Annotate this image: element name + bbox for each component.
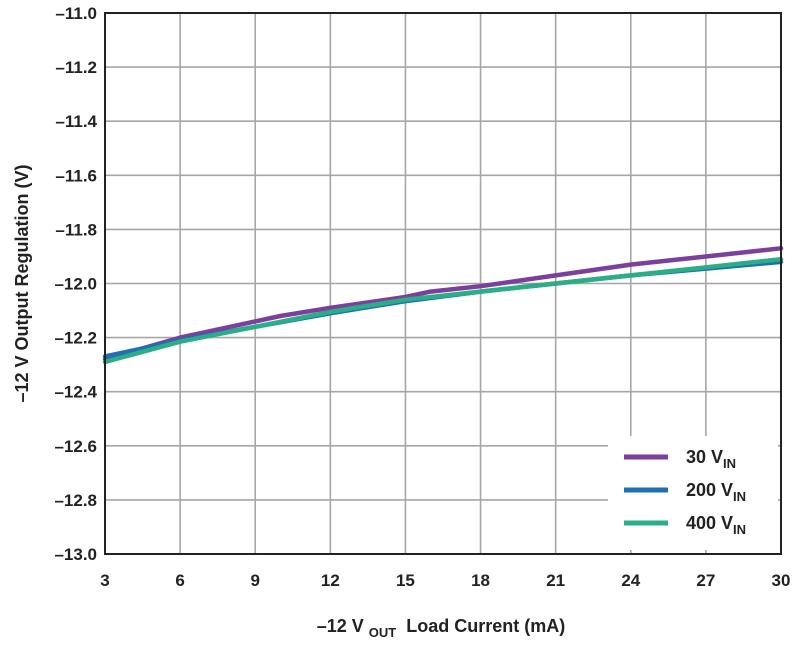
x-tick-label: 27 <box>696 571 715 590</box>
y-tick-label: –11.6 <box>55 166 97 185</box>
y-tick-label: –11.2 <box>55 58 97 77</box>
legend-label: 200 VIN <box>686 480 746 504</box>
x-tick-label: 15 <box>396 571 415 590</box>
y-tick-label: –12.6 <box>54 437 97 456</box>
x-tick-label: 9 <box>250 571 259 590</box>
y-tick-label: –11.8 <box>55 220 97 239</box>
x-axis-title-suffix: Load Current (mA) <box>401 616 565 636</box>
y-tick-label: –11.0 <box>55 4 97 23</box>
x-axis-title-subscript: OUT <box>369 625 397 640</box>
y-axis-title: –12 V Output Regulation (V) <box>12 164 32 402</box>
x-axis-title: –12 V OUT Load Current (mA) <box>317 616 566 641</box>
legend-label: 400 VIN <box>686 513 746 537</box>
legend-label-subscript: IN <box>723 456 736 471</box>
series-line-1 <box>102 246 784 362</box>
tick-labels: 3 6 9 12 15 18 21 24 27 30 –11.0 –11.2 –11.4 –11.6 –11… <box>54 4 790 590</box>
y-tick-label: –11.4 <box>55 112 97 131</box>
x-axis-title-prefix: –12 V <box>317 616 364 636</box>
x-tick-label: 3 <box>100 571 109 590</box>
legend-label-subscript: IN <box>733 522 746 537</box>
plot-frame <box>104 12 782 555</box>
x-tick-label: 30 <box>772 571 791 590</box>
legend-label: 30 VIN <box>686 447 736 471</box>
y-tick-label: –12.0 <box>54 275 97 294</box>
legend-label-main: 400 V <box>686 513 733 533</box>
x-tick-label: 21 <box>546 571 565 590</box>
legend-label-main: 30 V <box>686 447 723 467</box>
y-tick-label: –13.0 <box>54 545 97 564</box>
x-tick-label: 6 <box>175 571 184 590</box>
series-line-2 <box>102 259 784 359</box>
x-tick-label: 18 <box>471 571 490 590</box>
x-tick-label: 12 <box>321 571 340 590</box>
legend-label-subscript: IN <box>733 489 746 504</box>
x-tick-label: 24 <box>621 571 640 590</box>
y-tick-label: –12.4 <box>54 383 97 402</box>
y-tick-label: –12.8 <box>54 491 97 510</box>
y-tick-label: –12.2 <box>54 329 97 348</box>
series-line-3 <box>102 256 784 365</box>
legend-label-main: 200 V <box>686 480 733 500</box>
data-series <box>102 246 784 365</box>
